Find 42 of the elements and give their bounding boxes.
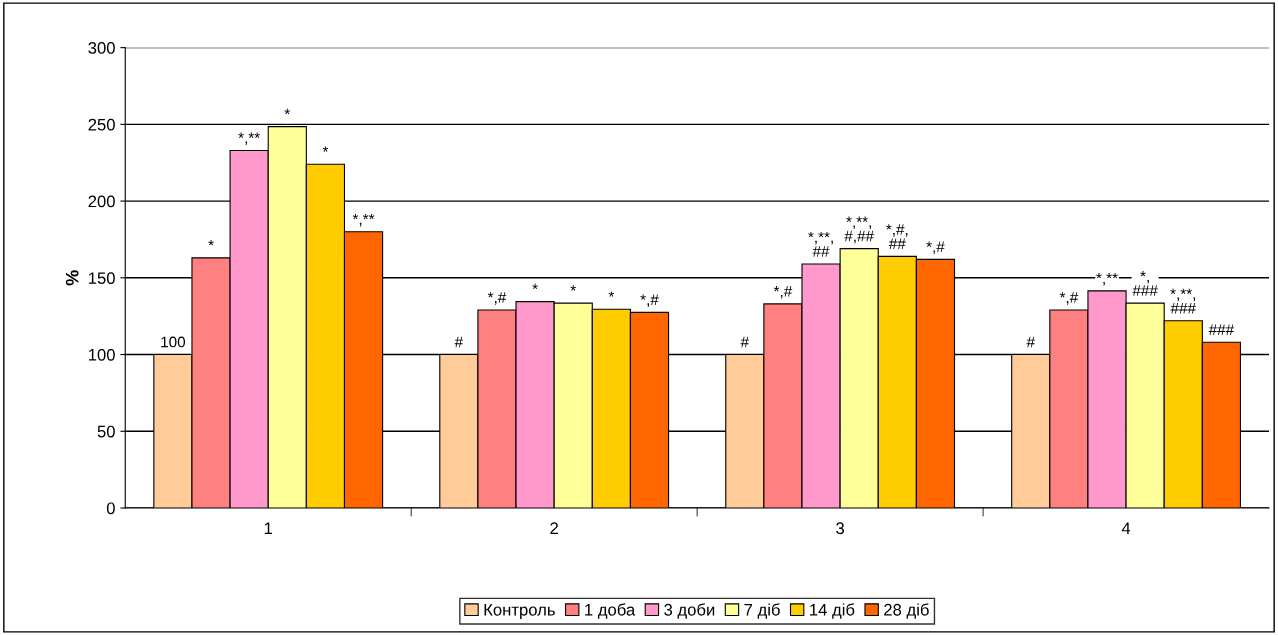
y-tick-label: 300 bbox=[88, 42, 115, 54]
data-label: * bbox=[322, 146, 329, 152]
data-label: * bbox=[532, 283, 538, 290]
data-label: *,# bbox=[926, 241, 945, 255]
y-tick-label: 200 bbox=[88, 195, 115, 208]
data-label: *,** bbox=[238, 132, 260, 146]
data-label: # bbox=[1026, 336, 1035, 348]
data-label: * bbox=[208, 240, 214, 246]
data-label: *,#,## bbox=[886, 224, 908, 249]
data-label: *,# bbox=[1059, 292, 1079, 305]
data-label: *,** bbox=[352, 213, 375, 227]
y-axis-title: % bbox=[65, 270, 79, 286]
y-tick-label: 0 bbox=[106, 502, 115, 515]
y-tick-label: 100 bbox=[88, 348, 115, 361]
data-label: * bbox=[608, 291, 615, 297]
x-tick-label: 3 bbox=[836, 522, 845, 535]
legend-label: 1 доба bbox=[585, 603, 636, 619]
data-label: *,### bbox=[1132, 271, 1158, 296]
legend-label: 3 доби bbox=[664, 603, 715, 619]
x-tick-label: 4 bbox=[1121, 522, 1131, 534]
data-label: *,**,#,## bbox=[844, 216, 874, 244]
data-label: *,**,### bbox=[1170, 288, 1196, 314]
data-label: *,** bbox=[1096, 273, 1118, 286]
data-label: *,# bbox=[773, 286, 793, 299]
y-tick-label: 150 bbox=[88, 272, 115, 285]
legend-label: 14 діб bbox=[810, 603, 855, 619]
data-label: *,# bbox=[640, 294, 659, 307]
y-tick-label: 250 bbox=[88, 118, 115, 131]
data-label: # bbox=[454, 336, 464, 348]
data-label: *,**,## bbox=[808, 231, 833, 257]
data-label: # bbox=[740, 336, 749, 348]
y-tick-label: 50 bbox=[97, 425, 115, 438]
data-label: * bbox=[284, 108, 291, 115]
x-tick-label: 1 bbox=[264, 522, 273, 534]
legend-label: 28 діб bbox=[884, 603, 929, 619]
data-label: 100 bbox=[161, 336, 186, 348]
legend-label: 7 діб bbox=[744, 603, 780, 619]
data-label: *,# bbox=[487, 292, 507, 305]
legend-label: Контроль bbox=[484, 604, 555, 619]
data-label: * bbox=[570, 285, 576, 291]
x-tick-label: 2 bbox=[550, 522, 558, 534]
data-label: ### bbox=[1208, 324, 1235, 335]
